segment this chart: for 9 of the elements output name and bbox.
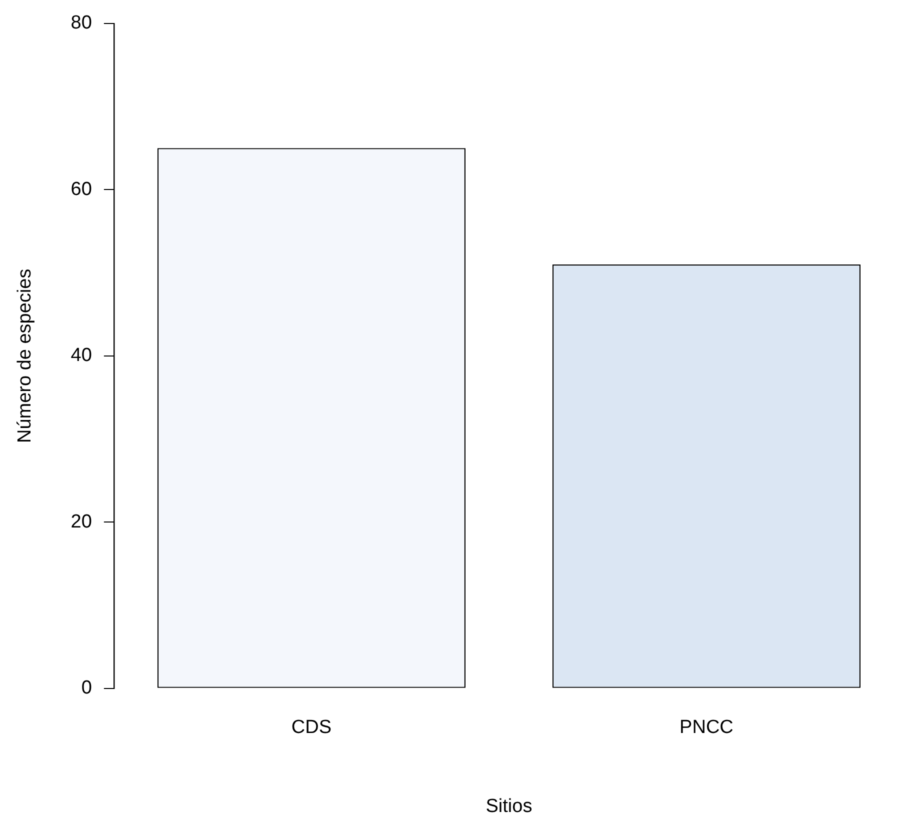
y-tick-label: 0 <box>81 678 92 699</box>
x-tick-label: PNCC <box>680 717 734 738</box>
y-tick-label: 20 <box>70 511 92 532</box>
y-tick-label: 40 <box>70 345 92 366</box>
x-axis-title: Sitios <box>486 796 532 817</box>
y-axis-title: Número de especies <box>14 268 36 444</box>
y-tick-label: 60 <box>70 178 92 200</box>
x-tick-label: CDS <box>291 717 332 738</box>
y-tick-label: 80 <box>70 12 92 34</box>
